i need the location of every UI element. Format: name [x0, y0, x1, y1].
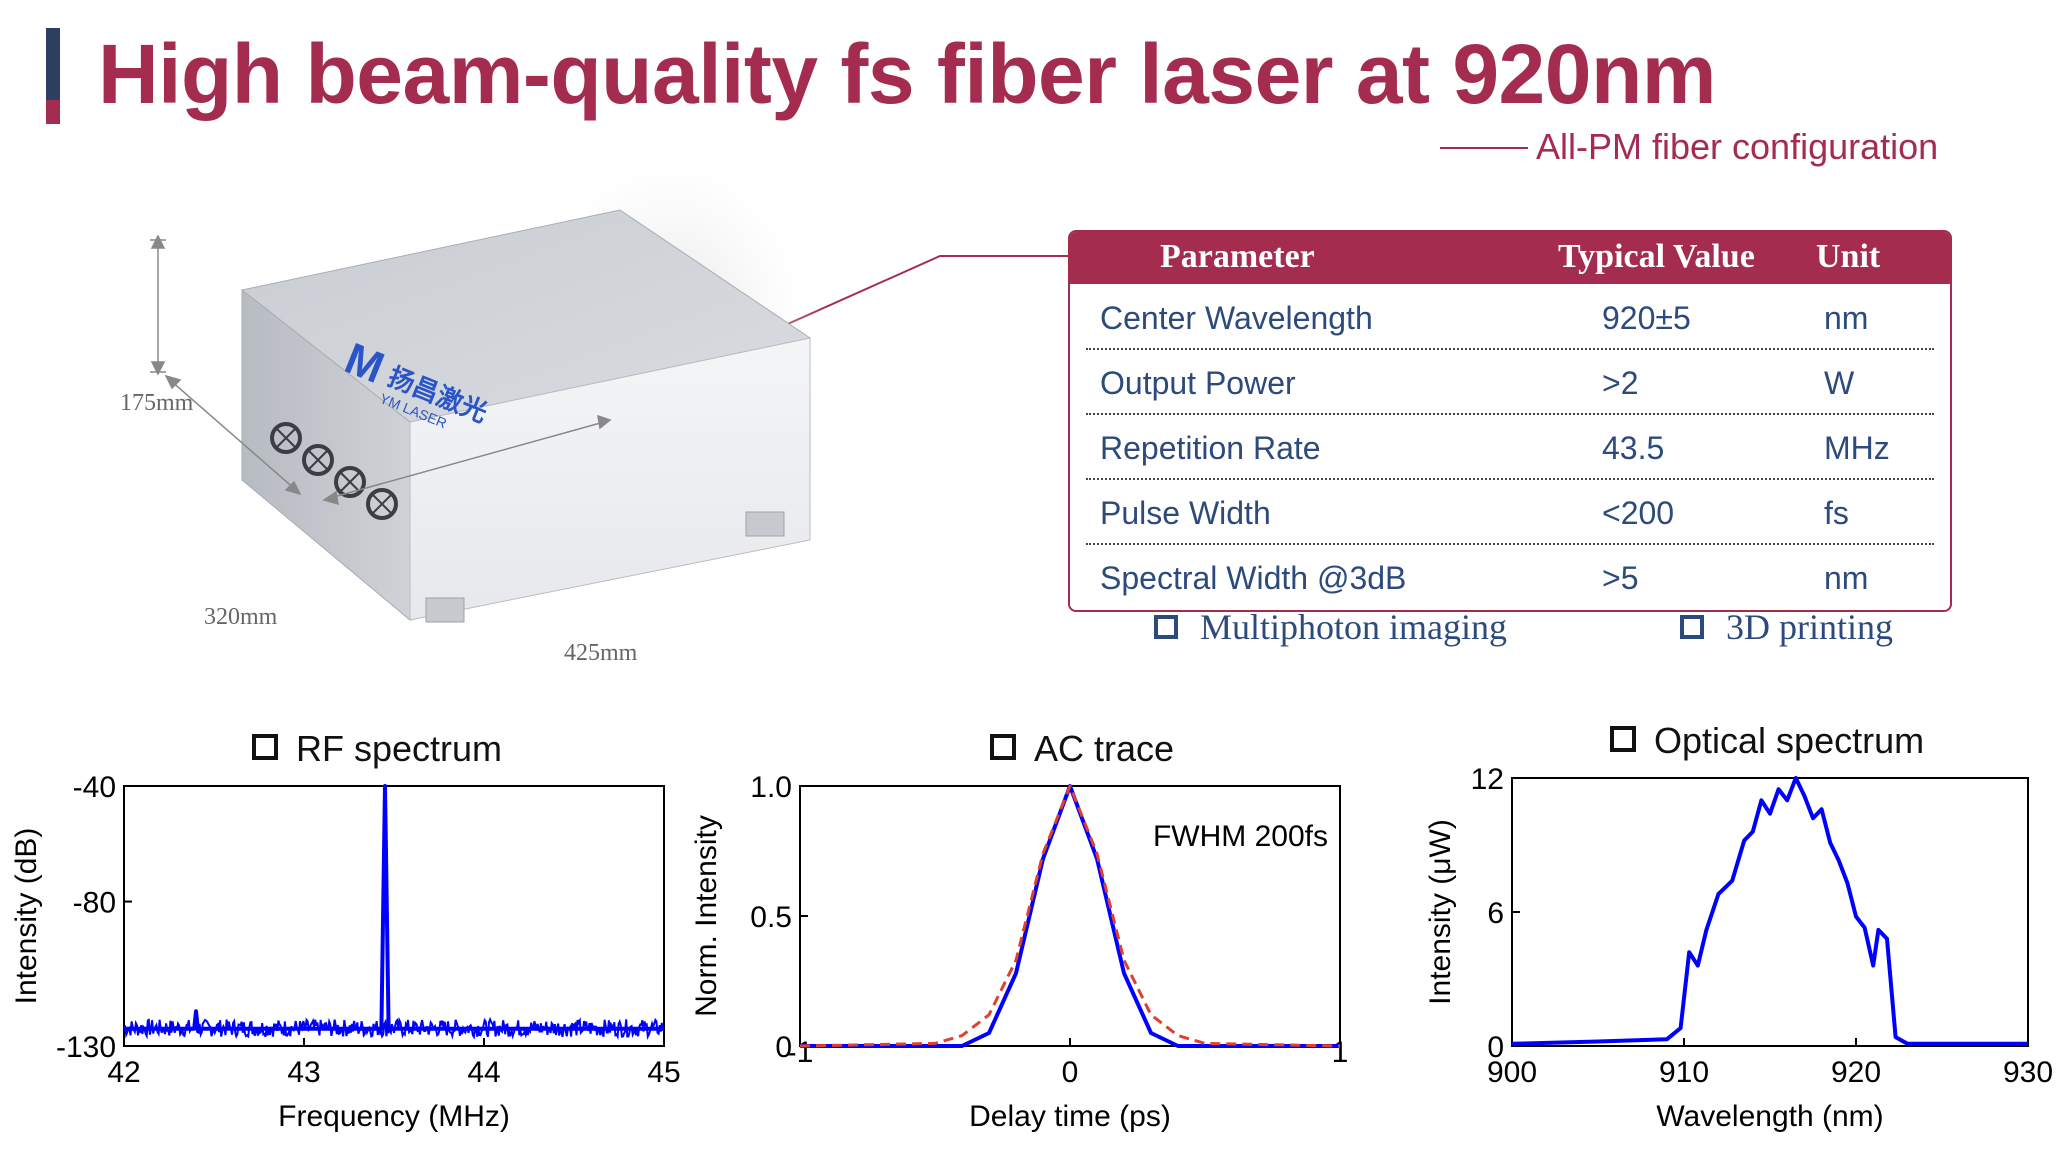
rf-plot-frame: [123, 785, 665, 1047]
rf-chart-title: RF spectrum: [252, 728, 502, 770]
rf-noise-floor: [123, 1016, 664, 1041]
rf-x-tick-label: 43: [287, 1056, 320, 1089]
rf-y-axis-label: Intensity (dB): [10, 828, 43, 1005]
checkbox-icon: [990, 734, 1016, 761]
os-x-tick-label: 920: [1831, 1056, 1881, 1089]
ac-x-axis-label: Delay time (ps): [969, 1100, 1171, 1133]
dimension-width: 425mm: [564, 640, 638, 666]
spec-parameter: Spectral Width @3dB: [1100, 560, 1407, 596]
application-multiphoton: Multiphoton imaging: [1154, 606, 1507, 648]
spec-row: Center Wavelength 920±5 nm: [1086, 286, 1934, 350]
rf-y-tick-label: -130: [56, 1031, 116, 1064]
os-x-tick-label: 900: [1487, 1056, 1537, 1089]
spec-parameter: Center Wavelength: [1100, 300, 1373, 336]
spec-unit: W: [1824, 365, 1855, 401]
ac-chart-title-text: AC trace: [1034, 728, 1175, 769]
os-y-axis-label: Intensity (μW): [1424, 819, 1457, 1005]
spec-row: Output Power >2 W: [1086, 351, 1934, 415]
rf-chart-title-text: RF spectrum: [296, 728, 503, 769]
spec-header-parameter: Parameter: [1160, 238, 1315, 275]
rf-x-axis-label: Frequency (MHz): [278, 1100, 510, 1133]
spec-parameter: Repetition Rate: [1100, 430, 1321, 466]
rf-y-tick-label: -80: [73, 887, 116, 920]
checkbox-icon: [1610, 726, 1636, 753]
ac-x-tick-label: 1: [1332, 1036, 1349, 1069]
spec-header-typical-value: Typical Value: [1558, 238, 1755, 275]
spec-row: Repetition Rate 43.5 MHz: [1086, 416, 1934, 480]
os-x-tick-label: 930: [2003, 1056, 2053, 1089]
title-accent-bar-tip: [46, 100, 60, 124]
ac-x-tick-label: -1: [787, 1036, 814, 1069]
os-x-axis-label: Wavelength (nm): [1656, 1100, 1883, 1133]
ac-chart-title: AC trace: [990, 728, 1174, 770]
application-3d-printing: 3D printing: [1680, 606, 1893, 648]
spec-value: <200: [1602, 495, 1675, 531]
subtitle-rule: [1440, 147, 1528, 149]
rf-spectrum-chart: 42 43 44 45 -40 -80 -130 Frequency (MHz) Intensi…: [10, 771, 681, 1133]
application-label: 3D printing: [1726, 607, 1893, 647]
ac-y-tick-label: 0.5: [750, 901, 792, 934]
checkbox-icon: [1154, 614, 1178, 639]
optical-chart-title: Optical spectrum: [1610, 720, 1924, 762]
row-divider: [1086, 348, 1934, 350]
os-series-line-0: [1511, 776, 2028, 1046]
spec-value: 43.5: [1602, 430, 1665, 466]
rf-y-tick-label: -40: [73, 771, 116, 804]
os-x-tick-label: 910: [1659, 1056, 1709, 1089]
spec-value: >5: [1602, 560, 1639, 596]
checkbox-icon: [252, 734, 278, 761]
spec-parameter: Pulse Width: [1100, 495, 1271, 531]
rf-x-tick-label: 42: [107, 1056, 140, 1089]
page-title: High beam-quality fs fiber laser at 920n…: [98, 27, 1717, 121]
rf-series-line-0: [124, 784, 664, 1031]
spec-table: Parameter Typical Value Unit Center Wave…: [1068, 230, 1952, 612]
ac-y-tick-label: 1.0: [750, 771, 792, 804]
rf-x-tick-label: 45: [647, 1056, 680, 1089]
title-accent-bar: [46, 28, 60, 100]
row-divider: [1086, 413, 1934, 415]
os-y-tick-label: 0: [1487, 1031, 1504, 1064]
spec-row: Pulse Width <200 fs: [1086, 481, 1934, 545]
spec-value: 920±5: [1602, 300, 1691, 336]
ac-y-tick-label: 0: [775, 1031, 792, 1064]
application-label: Multiphoton imaging: [1200, 607, 1508, 647]
ac-y-axis-label: Norm. Intensity: [690, 815, 723, 1017]
spec-header-unit: Unit: [1816, 238, 1881, 275]
os-y-tick-label: 12: [1471, 763, 1504, 796]
checkbox-icon: [1680, 614, 1704, 639]
ac-series-line-1: [799, 784, 1341, 1048]
laser-product-image: M 扬昌激光 YM LASER: [150, 160, 830, 623]
spec-parameter: Output Power: [1100, 365, 1296, 401]
optical-spectrum-chart: 900 910 920 930 0 6 12 Wavelength (nm) Intensity…: [1424, 763, 2053, 1133]
os-plot-frame: [1511, 777, 2029, 1047]
spec-unit: nm: [1824, 560, 1869, 596]
dimension-depth: 320mm: [204, 604, 278, 630]
rf-x-tick-label: 44: [467, 1056, 500, 1089]
ac-annotation: FWHM 200fs: [1153, 820, 1328, 853]
dimension-height: 175mm: [120, 390, 194, 416]
spec-table-header: Parameter Typical Value Unit: [1070, 232, 1950, 284]
spec-unit: MHz: [1824, 430, 1890, 466]
spec-value: >2: [1602, 365, 1639, 401]
page-subtitle: All-PM fiber configuration: [1536, 126, 1939, 167]
spec-unit: fs: [1824, 495, 1849, 531]
spec-unit: nm: [1824, 300, 1869, 336]
spec-row: Spectral Width @3dB >5 nm: [1086, 546, 1934, 610]
ac-x-tick-label: 0: [1062, 1056, 1079, 1089]
os-y-tick-label: 6: [1487, 897, 1504, 930]
row-divider: [1086, 543, 1934, 545]
optical-chart-title-text: Optical spectrum: [1654, 720, 1925, 761]
row-divider: [1086, 478, 1934, 480]
